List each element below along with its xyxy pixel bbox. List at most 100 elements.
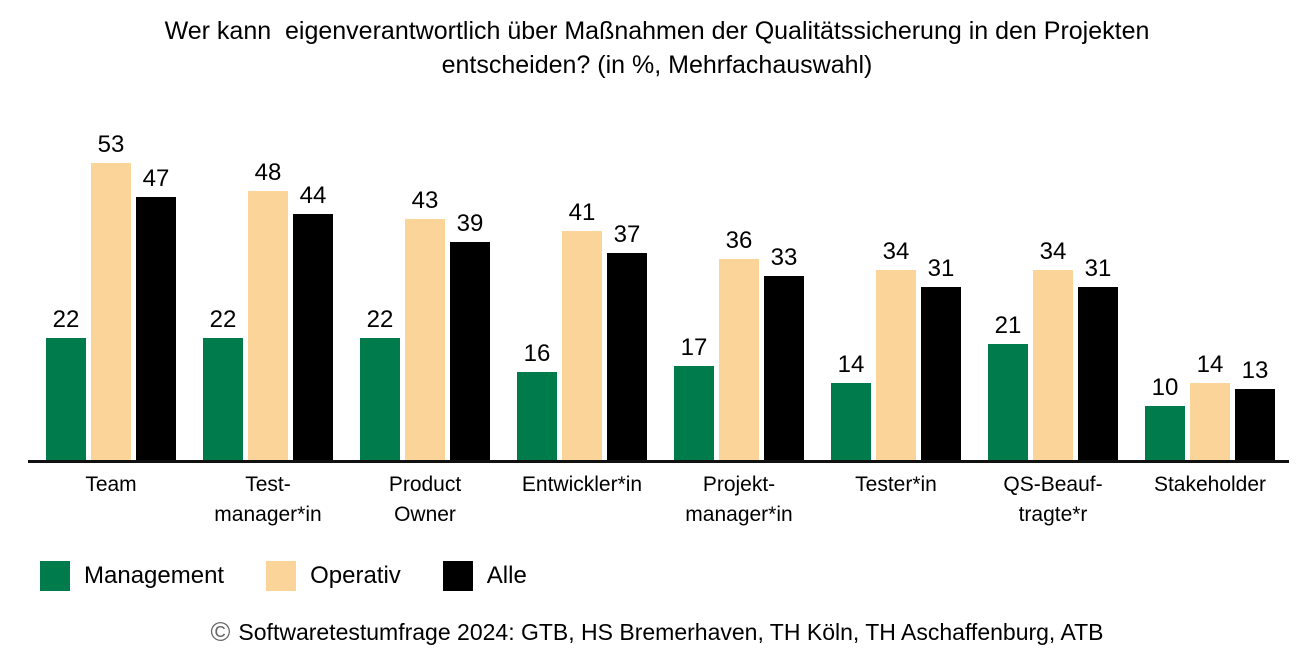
bar-alle-stakeholder <box>1235 389 1275 462</box>
chart-title-line1: Wer kann eigenverantwortlich über Maßnah… <box>164 17 1150 45</box>
bar-cell-operativ-productowner: 43 <box>405 187 445 462</box>
bar-alle-team <box>136 197 176 462</box>
bar-cell-operativ-stakeholder: 14 <box>1190 351 1230 462</box>
bar-cell-management-entwickler-in: 16 <box>517 340 557 462</box>
category-label-tester-in: Tester*in <box>855 473 937 496</box>
category-label-team: Team <box>85 473 137 496</box>
category-label-qs-beauf-tragte-r: QS-Beauf- tragte*r <box>1003 473 1103 526</box>
category-cell-team: Team <box>46 470 176 530</box>
bar-operativ-productowner <box>405 219 445 462</box>
bar-cell-operativ-entwickler-in: 41 <box>562 199 602 462</box>
bar-management-entwickler-in <box>517 372 557 462</box>
bar-cell-operativ-projekt-manager-in: 36 <box>719 227 759 462</box>
bar-group-projekt-manager-in: 17 36 33 <box>674 227 804 462</box>
bar-cell-management-tester-in: 14 <box>831 351 871 462</box>
bar-cell-alle-test-manager-in: 44 <box>293 182 333 462</box>
bar-value-label: 34 <box>1039 238 1067 265</box>
bar-value-label: 37 <box>613 221 641 248</box>
source-footer-text: Softwaretestumfrage 2024: GTB, HS Bremer… <box>238 619 1104 645</box>
category-label-productowner: Product Owner <box>388 473 462 526</box>
bar-operativ-qs-beauf-tragte-r <box>1033 270 1073 462</box>
legend-swatch-management <box>40 561 70 591</box>
bar-value-label: 36 <box>725 227 753 254</box>
category-label-entwickler-in: Entwickler*in <box>521 473 643 496</box>
bar-cell-alle-entwickler-in: 37 <box>607 221 647 462</box>
bar-groups: 22 53 47 22 48 44 22 43 39 16 41 37 17 36 33 14 34 31 21 34… <box>46 120 1275 462</box>
bar-operativ-team <box>91 163 131 462</box>
bar-group-team: 22 53 47 <box>46 131 176 462</box>
category-cell-tester-in: Tester*in <box>831 470 961 530</box>
bar-cell-alle-tester-in: 31 <box>921 255 961 462</box>
bar-management-projekt-manager-in <box>674 366 714 462</box>
bar-value-label: 22 <box>209 306 237 333</box>
bar-operativ-projekt-manager-in <box>719 259 759 462</box>
chart-legend: Management Operativ Alle <box>40 561 527 591</box>
bar-value-label: 10 <box>1151 374 1179 401</box>
bar-alle-projekt-manager-in <box>764 276 804 462</box>
bar-cell-management-productowner: 22 <box>360 306 400 462</box>
category-cell-productowner: Product Owner <box>360 470 490 530</box>
x-axis-line <box>28 460 1289 463</box>
bar-cell-management-projekt-manager-in: 17 <box>674 334 714 462</box>
source-footer: © Softwaretestumfrage 2024: GTB, HS Breme… <box>0 616 1314 648</box>
bar-value-label: 43 <box>411 187 439 214</box>
bar-value-label: 44 <box>299 182 327 209</box>
bar-value-label: 47 <box>142 165 170 192</box>
legend-swatch-operativ <box>266 561 297 591</box>
bar-operativ-stakeholder <box>1190 383 1230 462</box>
legend-label-alle: Alle <box>486 562 527 589</box>
bar-cell-alle-qs-beauf-tragte-r: 31 <box>1078 255 1118 462</box>
bar-group-entwickler-in: 16 41 37 <box>517 199 647 462</box>
bar-management-team <box>46 338 86 462</box>
bar-group-stakeholder: 10 14 13 <box>1145 351 1275 462</box>
bar-value-label: 16 <box>523 340 551 367</box>
bar-alle-productowner <box>450 242 490 462</box>
bar-management-tester-in <box>831 383 871 462</box>
bar-group-productowner: 22 43 39 <box>360 187 490 462</box>
bar-alle-tester-in <box>921 287 961 462</box>
bar-management-stakeholder <box>1145 406 1185 462</box>
bar-cell-management-team: 22 <box>46 306 86 462</box>
bar-value-label: 41 <box>568 199 596 226</box>
category-cell-stakeholder: Stakeholder <box>1145 470 1275 530</box>
bar-cell-operativ-tester-in: 34 <box>876 238 916 462</box>
bar-operativ-tester-in <box>876 270 916 462</box>
copyright-icon: © <box>210 617 231 647</box>
bar-value-label: 13 <box>1241 357 1269 384</box>
bar-group-qs-beauf-tragte-r: 21 34 31 <box>988 238 1118 462</box>
category-label-stakeholder: Stakeholder <box>1153 473 1267 496</box>
category-cell-qs-beauf-tragte-r: QS-Beauf- tragte*r <box>988 470 1118 530</box>
bar-management-qs-beauf-tragte-r <box>988 344 1028 462</box>
bar-cell-management-test-manager-in: 22 <box>203 306 243 462</box>
bar-cell-alle-projekt-manager-in: 33 <box>764 244 804 462</box>
category-label-test-manager-in: Test- manager*in <box>214 473 322 526</box>
bar-value-label: 53 <box>97 131 125 158</box>
chart-title-line2: entscheiden? (in %, Mehrfachauswahl) <box>441 51 873 79</box>
bar-cell-alle-team: 47 <box>136 165 176 462</box>
bar-alle-entwickler-in <box>607 253 647 462</box>
category-cell-projekt-manager-in: Projekt- manager*in <box>674 470 804 530</box>
bar-alle-qs-beauf-tragte-r <box>1078 287 1118 462</box>
legend-item-management: Management <box>40 561 224 591</box>
bar-cell-operativ-team: 53 <box>91 131 131 462</box>
bar-cell-alle-productowner: 39 <box>450 210 490 462</box>
legend-label-operativ: Operativ <box>310 562 401 589</box>
bar-alle-test-manager-in <box>293 214 333 462</box>
x-axis-category-labels: Team Test- manager*in Product Owner Entwick… <box>46 470 1275 530</box>
legend-label-management: Management <box>84 562 225 589</box>
bar-value-label: 33 <box>770 244 798 271</box>
legend-item-alle: Alle <box>442 561 527 591</box>
bar-management-productowner <box>360 338 400 462</box>
category-label-projekt-manager-in: Projekt- manager*in <box>685 473 793 526</box>
bar-cell-management-qs-beauf-tragte-r: 21 <box>988 312 1028 462</box>
bar-value-label: 21 <box>994 312 1022 339</box>
bar-group-tester-in: 14 34 31 <box>831 238 961 462</box>
bar-value-label: 17 <box>680 334 708 361</box>
bar-value-label: 39 <box>456 210 484 237</box>
bar-value-label: 14 <box>1196 351 1224 378</box>
category-cell-entwickler-in: Entwickler*in <box>517 470 647 530</box>
bar-value-label: 34 <box>882 238 910 265</box>
bar-value-label: 31 <box>927 255 955 282</box>
bar-value-label: 48 <box>254 159 282 186</box>
